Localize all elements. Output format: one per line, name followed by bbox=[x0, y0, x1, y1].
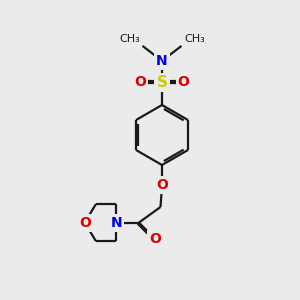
Text: N: N bbox=[156, 54, 168, 68]
Text: O: O bbox=[178, 76, 190, 89]
Text: CH₃: CH₃ bbox=[119, 34, 140, 44]
Text: S: S bbox=[157, 75, 167, 90]
Text: O: O bbox=[134, 76, 146, 89]
Text: O: O bbox=[149, 232, 161, 246]
Text: O: O bbox=[156, 178, 168, 192]
Text: N: N bbox=[111, 216, 122, 230]
Text: CH₃: CH₃ bbox=[184, 34, 205, 44]
Text: O: O bbox=[79, 216, 91, 230]
